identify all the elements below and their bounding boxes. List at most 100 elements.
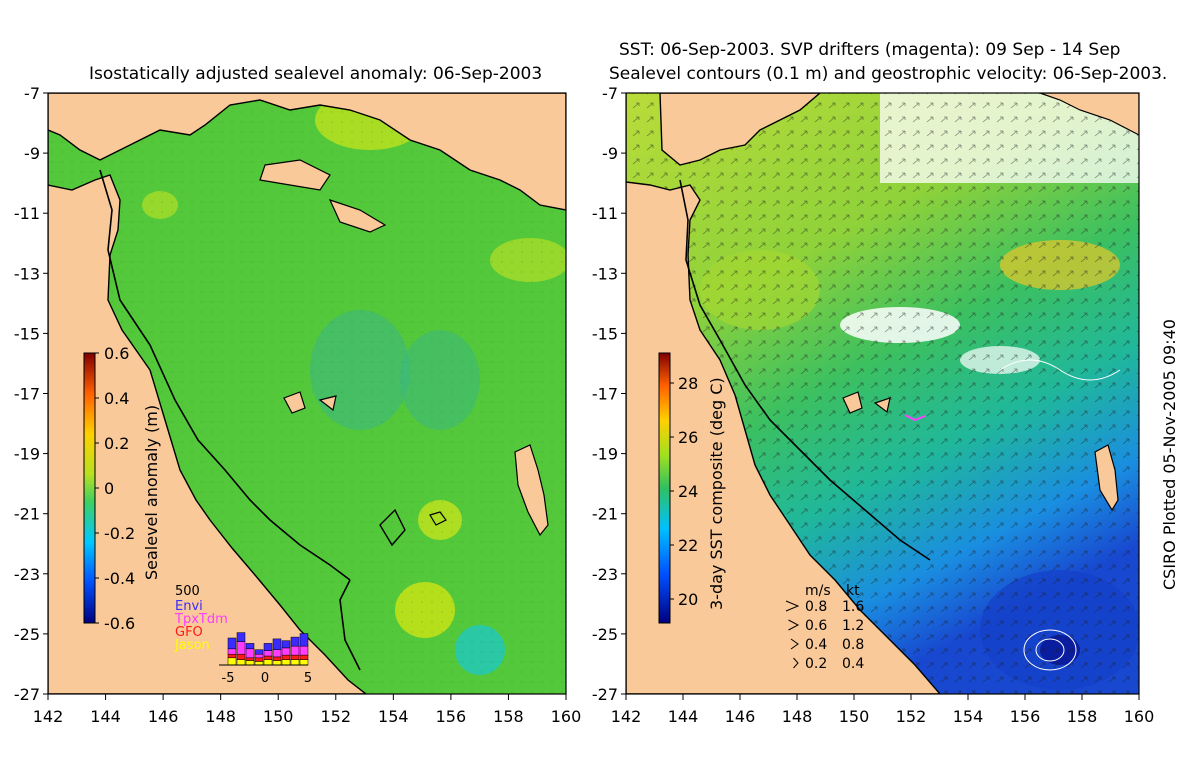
velocity-ms-value: 0.8 — [805, 599, 827, 615]
inset-ymax-label: 500 — [175, 584, 200, 599]
inset-legend-item: Jason — [174, 638, 210, 653]
velocity-arrow-icon — [788, 619, 800, 631]
land-australia-left — [48, 93, 368, 694]
sla-colorbar-ramp — [83, 352, 96, 624]
colorbar-tick-label: 24 — [678, 482, 698, 501]
colorbar-tick-label: -0.6 — [104, 614, 135, 633]
y-tick-label: -11 — [14, 204, 40, 223]
x-axis-left: 142 144 146 148 150 152 154 156 158 160 — [33, 694, 582, 726]
sla-colorbar-label: Sealevel anomaly (m) — [142, 405, 161, 580]
y-tick-label: -21 — [14, 505, 40, 524]
velocity-arrow-icon — [793, 657, 799, 669]
colorbar-tick-label: -0.2 — [104, 524, 135, 543]
x-tick-label: 154 — [953, 707, 984, 726]
velocity-legend-kt-header: kt — [846, 583, 860, 599]
inset-legend-item: Envi — [175, 599, 203, 614]
colorbar-tick-label: 22 — [678, 536, 698, 555]
right-map-title-line2: Sealevel contours (0.1 m) and geostrophi… — [609, 64, 1168, 84]
x-tick-label: 146 — [148, 707, 179, 726]
y-tick-label: -15 — [14, 324, 40, 343]
y-tick-label: -17 — [592, 385, 618, 404]
y-tick-label: -13 — [14, 264, 40, 283]
y-tick-label: -21 — [592, 505, 618, 524]
velocity-arrow-icon — [785, 600, 800, 612]
left-map-title: Isostatically adjusted sealevel anomaly:… — [89, 64, 543, 84]
inset-legend-item: TpxTdm — [174, 612, 228, 627]
velocity-kt-value: 0.8 — [842, 637, 864, 653]
x-tick-label: 144 — [668, 707, 699, 726]
x-tick-label: 148 — [205, 707, 236, 726]
x-tick-label: 152 — [896, 707, 927, 726]
x-tick-label: 160 — [1124, 707, 1155, 726]
velocity-kt-value: 1.6 — [842, 599, 864, 615]
y-tick-label: -15 — [592, 324, 618, 343]
inset-x-tick: 5 — [304, 671, 312, 686]
x-tick-label: 144 — [90, 707, 121, 726]
x-axis-right: 142 144 146 148 150 152 154 156 158 160 — [611, 694, 1155, 726]
y-axis-left: -7 -9 -11 -13 -15 -17 -19 -21 -23 -25 -27 — [14, 84, 48, 704]
colorbar-tick-label: 0.4 — [104, 389, 129, 408]
y-tick-label: -11 — [592, 204, 618, 223]
velocity-ms-value: 0.2 — [805, 656, 827, 672]
inset-x-tick: 0 — [261, 671, 269, 686]
x-tick-label: 156 — [1010, 707, 1041, 726]
x-tick-label: 150 — [839, 707, 870, 726]
x-tick-label: 154 — [378, 707, 409, 726]
x-tick-label: 142 — [33, 707, 64, 726]
x-tick-label: 158 — [493, 707, 524, 726]
y-tick-label: -7 — [24, 84, 40, 103]
land-new-guinea-left — [48, 93, 566, 211]
colorbar-tick-label: 0.6 — [104, 344, 129, 363]
velocity-kt-value: 0.4 — [842, 656, 864, 672]
y-tick-label: -19 — [14, 445, 40, 464]
inset-bars — [227, 632, 309, 666]
y-tick-label: -13 — [592, 264, 618, 283]
x-tick-label: 156 — [436, 707, 467, 726]
y-tick-label: -27 — [14, 685, 40, 704]
land-new-guinea-right — [659, 93, 822, 166]
y-tick-label: -9 — [602, 144, 618, 163]
y-tick-label: -19 — [592, 445, 618, 464]
sla-colorbar-ticks: 0.6 0.4 0.2 0 -0.2 -0.4 -0.6 — [95, 344, 135, 633]
land-australia-right — [626, 93, 941, 694]
velocity-ms-value: 0.6 — [805, 618, 827, 634]
y-tick-label: -27 — [592, 685, 618, 704]
sst-colorbar: 28 26 24 22 20 3-day SST composite (deg C) — [658, 352, 726, 624]
y-tick-label: -7 — [602, 84, 618, 103]
x-tick-label: 150 — [263, 707, 294, 726]
y-tick-label: -25 — [14, 625, 40, 644]
colorbar-tick-label: 0 — [104, 479, 114, 498]
y-tick-label: -9 — [24, 144, 40, 163]
x-tick-label: 142 — [611, 707, 642, 726]
colorbar-tick-label: 28 — [678, 374, 698, 393]
y-tick-label: -25 — [592, 625, 618, 644]
velocity-ms-value: 0.4 — [805, 637, 827, 653]
inset-x-ticks: -5 0 5 — [222, 671, 313, 686]
colorbar-tick-label: 20 — [678, 590, 698, 609]
right-map-title-line1: SST: 06-Sep-2003. SVP drifters (magenta)… — [619, 40, 1121, 60]
x-tick-label: 160 — [551, 707, 582, 726]
x-tick-label: 152 — [321, 707, 352, 726]
inset-legend-item: GFO — [175, 625, 203, 640]
velocity-legend-ms-header: m/s — [805, 583, 831, 599]
x-tick-label: 148 — [782, 707, 813, 726]
x-tick-label: 158 — [1067, 707, 1098, 726]
x-tick-label: 146 — [725, 707, 756, 726]
plot-credit: CSIRO Plotted 05-Nov-2005 09:40 — [1160, 319, 1179, 590]
left-map-panel — [48, 93, 566, 694]
y-tick-label: -17 — [14, 385, 40, 404]
velocity-kt-value: 1.2 — [842, 618, 864, 634]
velocity-legend: m/s kt 0.8 1.6 0.6 1.2 0.4 0.8 0.2 0.4 — [785, 583, 864, 672]
y-tick-label: -23 — [592, 565, 618, 584]
sst-colorbar-ticks: 28 26 24 22 20 — [670, 374, 698, 609]
y-tick-label: -23 — [14, 565, 40, 584]
sla-colorbar: 0.6 0.4 0.2 0 -0.2 -0.4 -0.6 Sealevel anomaly … — [83, 344, 161, 633]
y-axis-right: -7 -9 -11 -13 -15 -17 -19 -21 -23 -25 -27 — [592, 84, 626, 704]
sst-colorbar-label: 3-day SST composite (deg C) — [707, 377, 726, 610]
right-map-panel — [626, 93, 1139, 694]
colorbar-tick-label: -0.4 — [104, 569, 135, 588]
velocity-arrow-icon — [790, 638, 799, 650]
